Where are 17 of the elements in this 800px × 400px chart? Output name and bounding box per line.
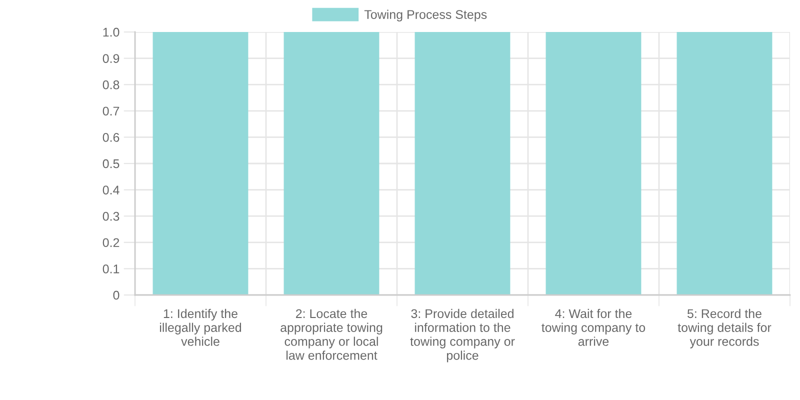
- y-tick-label: 0.3: [102, 212, 120, 221]
- legend-label: Towing Process Steps: [364, 10, 487, 22]
- x-tick-label: 2: Locate the appropriate towing company or local law enforcement: [280, 308, 382, 360]
- x-tick-label: 1: Identify the illegally parked vehicle: [160, 308, 242, 346]
- y-tick-label: 0.8: [102, 80, 120, 90]
- y-tick-label: 0.4: [102, 186, 120, 194]
- y-tick-label: 0.9: [102, 54, 120, 63]
- y-tick-label: 1.0: [103, 28, 120, 37]
- y-tick-label: 0.5: [102, 159, 120, 168]
- y-tick-label: 0: [113, 290, 120, 300]
- x-tick-label: 3: Provide detailed information to the towing company or police: [410, 308, 515, 362]
- x-tick-label: 4: Wait for the towing company to arrive: [542, 308, 646, 346]
- y-tick-label: 0.7: [102, 106, 120, 116]
- y-tick-label: 0.6: [102, 133, 120, 142]
- y-tick-label: 0.2: [102, 238, 120, 248]
- x-tick-label: 5: Record the towing details for your records: [678, 308, 772, 348]
- y-tick-label: 0.1: [102, 264, 120, 274]
